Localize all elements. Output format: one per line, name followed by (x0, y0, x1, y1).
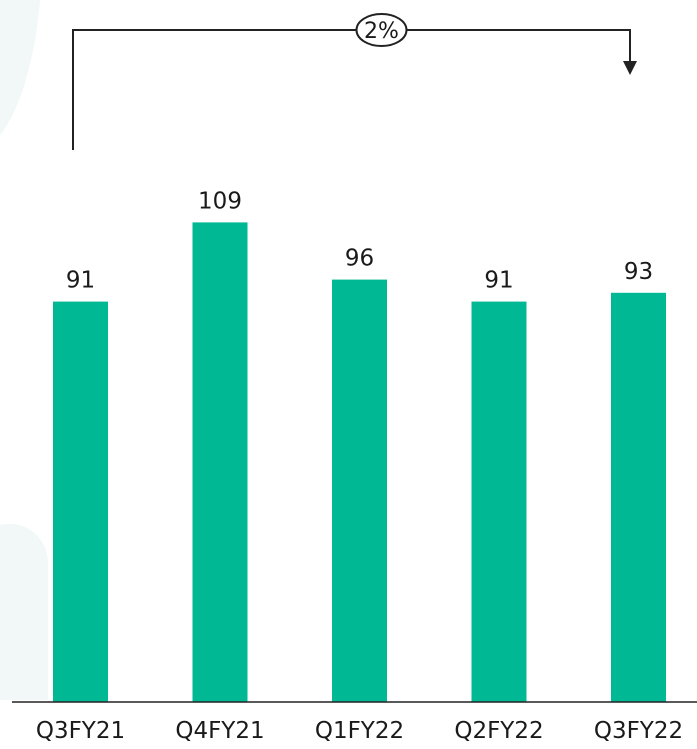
growth-annotation: 2% (72, 13, 637, 150)
data-label-q3fy22: 93 (624, 259, 653, 285)
background-shape-bottom (0, 524, 48, 700)
x-tick-label-q4fy21: Q4FY21 (175, 718, 264, 744)
data-labels-layer: 91 109 96 91 93 (66, 188, 653, 293)
x-tick-label-q3fy21: Q3FY21 (36, 718, 125, 744)
growth-badge-oval (355, 13, 408, 47)
x-tick-label-q2fy22: Q2FY22 (454, 718, 543, 744)
growth-percent-label: 2% (364, 19, 399, 44)
bars-layer (53, 222, 666, 702)
bar-q3fy22 (611, 292, 666, 702)
x-tick-label-q1fy22: Q1FY22 (315, 718, 404, 744)
x-tick-label-q3fy22: Q3FY22 (594, 718, 683, 744)
growth-bracket-line (72, 29, 631, 150)
bar-q2fy22 (471, 301, 527, 702)
data-label-q1fy22: 96 (345, 246, 374, 272)
data-label-q2fy22: 91 (484, 268, 513, 294)
bar-q3fy21 (53, 301, 108, 702)
bar-q4fy21 (192, 222, 248, 702)
data-label-q3fy21: 91 (66, 268, 95, 294)
x-tick-labels: Q3FY21 Q4FY21 Q1FY22 Q2FY22 Q3FY22 (36, 718, 683, 744)
growth-arrow-head (623, 61, 637, 75)
data-label-q4fy21: 109 (198, 188, 242, 214)
background-shape-top (0, 0, 40, 135)
bar-q1fy22 (332, 279, 387, 702)
